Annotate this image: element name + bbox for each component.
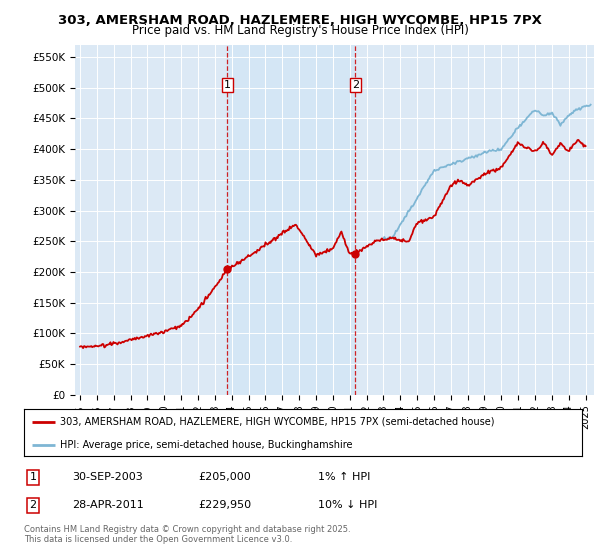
Text: 2: 2 (29, 500, 37, 510)
Text: £205,000: £205,000 (198, 472, 251, 482)
Text: 1: 1 (29, 472, 37, 482)
Text: 1: 1 (224, 80, 231, 90)
Bar (227, 45, 355, 395)
Text: Price paid vs. HM Land Registry's House Price Index (HPI): Price paid vs. HM Land Registry's House … (131, 24, 469, 37)
Text: 10% ↓ HPI: 10% ↓ HPI (318, 500, 377, 510)
Text: 303, AMERSHAM ROAD, HAZLEMERE, HIGH WYCOMBE, HP15 7PX: 303, AMERSHAM ROAD, HAZLEMERE, HIGH WYCO… (58, 14, 542, 27)
Text: Contains HM Land Registry data © Crown copyright and database right 2025.
This d: Contains HM Land Registry data © Crown c… (24, 525, 350, 544)
Text: HPI: Average price, semi-detached house, Buckinghamshire: HPI: Average price, semi-detached house,… (60, 440, 353, 450)
Text: 2: 2 (352, 80, 359, 90)
Text: 28-APR-2011: 28-APR-2011 (72, 500, 144, 510)
Text: 30-SEP-2003: 30-SEP-2003 (72, 472, 143, 482)
Text: 1% ↑ HPI: 1% ↑ HPI (318, 472, 370, 482)
Text: 303, AMERSHAM ROAD, HAZLEMERE, HIGH WYCOMBE, HP15 7PX (semi-detached house): 303, AMERSHAM ROAD, HAZLEMERE, HIGH WYCO… (60, 417, 495, 427)
Text: £229,950: £229,950 (198, 500, 251, 510)
